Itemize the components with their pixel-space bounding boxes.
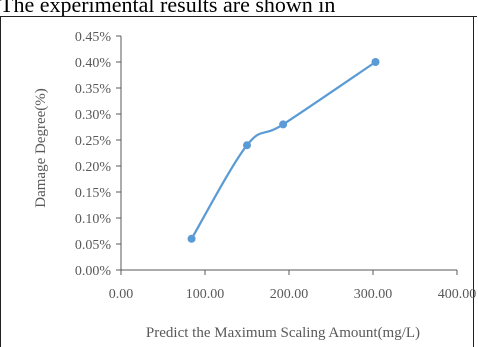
y-tick-label: 0.15%: [75, 186, 112, 201]
y-tick-label: 0.35%: [75, 82, 112, 97]
y-axis-title: Damage Degree(%): [33, 88, 49, 208]
data-point: [243, 141, 251, 150]
data-point: [279, 120, 288, 129]
x-axis: 0.00 100.00 200.00 300.00 400.00: [109, 269, 477, 302]
x-tick-label: 0.00: [109, 287, 134, 302]
y-axis: 0.00% 0.05% 0.10% 0.15% 0.20% 0.25% 0.30% 0.35%…: [75, 30, 122, 279]
x-tick-label: 300.00: [354, 287, 393, 302]
x-tick-label: 400.00: [438, 287, 477, 302]
chart-frame: [0, 16, 477, 347]
caption-text: The experimental results are shown in: [0, 0, 336, 17]
data-point: [187, 234, 196, 243]
y-tick-label: 0.20%: [75, 160, 112, 175]
y-tick-label: 0.45%: [75, 30, 112, 45]
y-tick-label: 0.30%: [75, 108, 112, 123]
y-tick-label: 0.00%: [75, 264, 112, 279]
y-tick-label: 0.10%: [75, 212, 112, 227]
data-point: [371, 58, 380, 66]
series-layer: [187, 58, 380, 243]
y-tick-label: 0.40%: [75, 56, 112, 71]
x-axis-title: Predict the Maximum Scaling Amount(mg/L): [146, 325, 420, 341]
y-tick-label: 0.05%: [75, 238, 112, 253]
x-tick-label: 200.00: [270, 287, 309, 302]
series-line: [190, 61, 377, 240]
chart-frame-right-edge: [473, 16, 478, 347]
y-tick-label: 0.25%: [75, 134, 112, 149]
x-tick-label: 100.00: [186, 287, 225, 302]
